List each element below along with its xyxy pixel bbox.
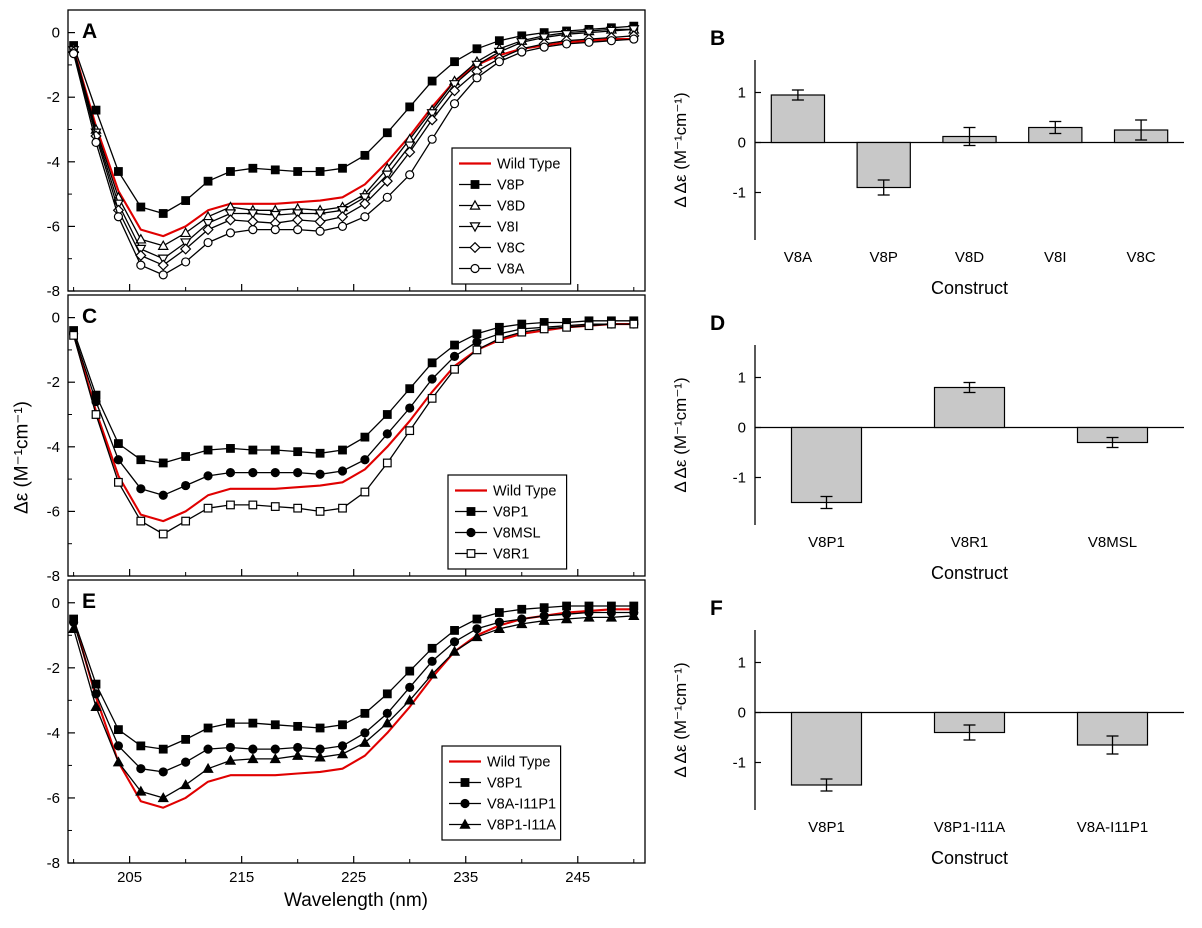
legend-label: V8R1: [493, 547, 529, 563]
x-tick-label: 245: [565, 869, 590, 886]
legend-label: V8C: [497, 241, 525, 257]
x-tick-label: 215: [229, 869, 254, 886]
category-label: V8P1-I11A: [934, 819, 1005, 836]
legend-label: V8P: [497, 178, 524, 194]
y-tick-label: -4: [47, 154, 60, 171]
panel-a-cd-spectra-chart: 0 -2 -4 -6 -8 A Wild Type V8P V8D V8I V8C V8A: [47, 9, 646, 300]
plot-frame: [67, 579, 646, 864]
bar-x-axis-label: Construct: [931, 563, 1008, 583]
panel-b-bar-chart: 1 0 -1 V8A V8P V8D V8I V8C Δ Δε (M⁻¹cm⁻¹) Constru…: [671, 27, 1184, 298]
plot-A: 0 -2 -4 -6 -8 A Wild Type V8P V8D V8I V8C V8A: [47, 9, 646, 300]
category-label: V8D: [955, 249, 984, 266]
y-tick-label: -1: [733, 755, 746, 772]
y-tick-label: -1: [733, 470, 746, 487]
panel-letter: B: [710, 27, 725, 50]
plot-frame: [67, 294, 646, 577]
y-tick-label: -2: [47, 89, 60, 106]
category-label: V8P1: [808, 819, 845, 836]
legend-label: V8P1-I11A: [487, 818, 556, 834]
x-tick-label: 205: [117, 869, 142, 886]
category-label: V8I: [1044, 249, 1067, 266]
y-tick-label: -2: [47, 660, 60, 677]
bar-y-axis-label: Δ Δε (M⁻¹cm⁻¹): [671, 92, 690, 207]
x-tick-label: 235: [453, 869, 478, 886]
y-tick-label: 1: [738, 85, 746, 102]
y-tick-label: 0: [52, 25, 60, 42]
y-tick-label: -8: [47, 283, 60, 300]
panel-letter: D: [710, 312, 725, 335]
plot-frame: [67, 9, 646, 292]
legend-label: Wild Type: [493, 484, 556, 500]
y-tick-label: -4: [47, 725, 60, 742]
legend-label: Wild Type: [487, 755, 550, 771]
category-label: V8C: [1127, 249, 1156, 266]
y-tick-label: -8: [47, 568, 60, 585]
panel-letter: A: [82, 20, 97, 43]
bar-V8A: [770, 94, 826, 144]
legend-label: V8D: [497, 199, 525, 215]
bar-y-axis-label: Δ Δε (M⁻¹cm⁻¹): [671, 662, 690, 777]
category-label: V8MSL: [1088, 534, 1137, 551]
y-tick-label: 0: [52, 310, 60, 327]
series-line-V8P1: [72, 605, 634, 750]
y-tick-label: -6: [47, 503, 60, 520]
y-tick-label: -6: [47, 218, 60, 235]
legend-label: V8P1: [493, 505, 528, 521]
legend-label: Wild Type: [497, 157, 560, 173]
category-label: V8P: [870, 249, 898, 266]
plot-B: 1 0 -1 V8A V8P V8D V8I V8C Δ Δε (M⁻¹cm⁻¹) Constru…: [671, 27, 1184, 298]
y-tick-label: -8: [47, 855, 60, 872]
legend-label: V8I: [497, 220, 519, 236]
panel-letter: C: [82, 305, 97, 328]
y-tick-label: 0: [738, 420, 746, 437]
plot-F: 1 0 -1 V8P1 V8P1-I11A V8A-I11P1 Δ Δε (M⁻¹cm⁻¹)…: [671, 597, 1184, 868]
shared-x-axis-label: Wavelength (nm): [284, 890, 428, 911]
category-label: V8A-I11P1: [1077, 819, 1148, 836]
panel-d-bar-chart: 1 0 -1 V8P1 V8R1 V8MSL Δ Δε (M⁻¹cm⁻¹) Construct…: [671, 312, 1184, 583]
series-line-V8P1: [72, 320, 634, 464]
y-tick-label: -1: [733, 185, 746, 202]
category-label: V8R1: [951, 534, 989, 551]
panel-c-cd-spectra-chart: 0 -2 -4 -6 -8 C Wild Type V8P1 V8MSL V8R1: [47, 294, 646, 585]
bar-V8P1: [790, 711, 863, 786]
y-tick-label: 0: [52, 595, 60, 612]
bar-x-axis-label: Construct: [931, 278, 1008, 298]
panel-e-cd-spectra-chart: 0 -2 -4 -6 -8 205 215 225 235 245 E Wild Type V8P1 V8…: [47, 579, 646, 886]
y-tick-label: -2: [47, 374, 60, 391]
legend-label: V8A: [497, 262, 525, 278]
y-tick-label: -6: [47, 790, 60, 807]
bar-x-axis-label: Construct: [931, 848, 1008, 868]
category-label: V8A: [784, 249, 812, 266]
panel-letter: F: [710, 597, 723, 620]
series-line-V8P1-I11A: [72, 615, 634, 799]
plot-E: 0 -2 -4 -6 -8 205 215 225 235 245 E Wild Type V8P1 V8…: [47, 579, 646, 886]
panel-f-bar-chart: 1 0 -1 V8P1 V8P1-I11A V8A-I11P1 Δ Δε (M⁻¹cm⁻¹)…: [671, 597, 1184, 868]
bar-V8P1: [790, 426, 863, 504]
x-tick-label: 225: [341, 869, 366, 886]
bar-V8R1: [933, 386, 1006, 429]
legend-box: [451, 147, 572, 285]
legend-label: V8A-I11P1: [487, 797, 556, 813]
legend-label: V8P1: [487, 776, 522, 792]
series-line-V8MSL: [72, 323, 634, 496]
y-tick-label: 0: [738, 705, 746, 722]
plot-D: 1 0 -1 V8P1 V8R1 V8MSL Δ Δε (M⁻¹cm⁻¹) Construct…: [671, 312, 1184, 583]
bar-y-axis-label: Δ Δε (M⁻¹cm⁻¹): [671, 377, 690, 492]
plot-C: 0 -2 -4 -6 -8 C Wild Type V8P1 V8MSL V8R1: [47, 294, 646, 585]
y-tick-label: 1: [738, 370, 746, 387]
panel-letter: E: [82, 590, 96, 613]
y-tick-label: -4: [47, 439, 60, 456]
y-tick-label: 1: [738, 655, 746, 672]
y-tick-label: 0: [738, 135, 746, 152]
category-label: V8P1: [808, 534, 845, 551]
legend-label: V8MSL: [493, 526, 541, 542]
